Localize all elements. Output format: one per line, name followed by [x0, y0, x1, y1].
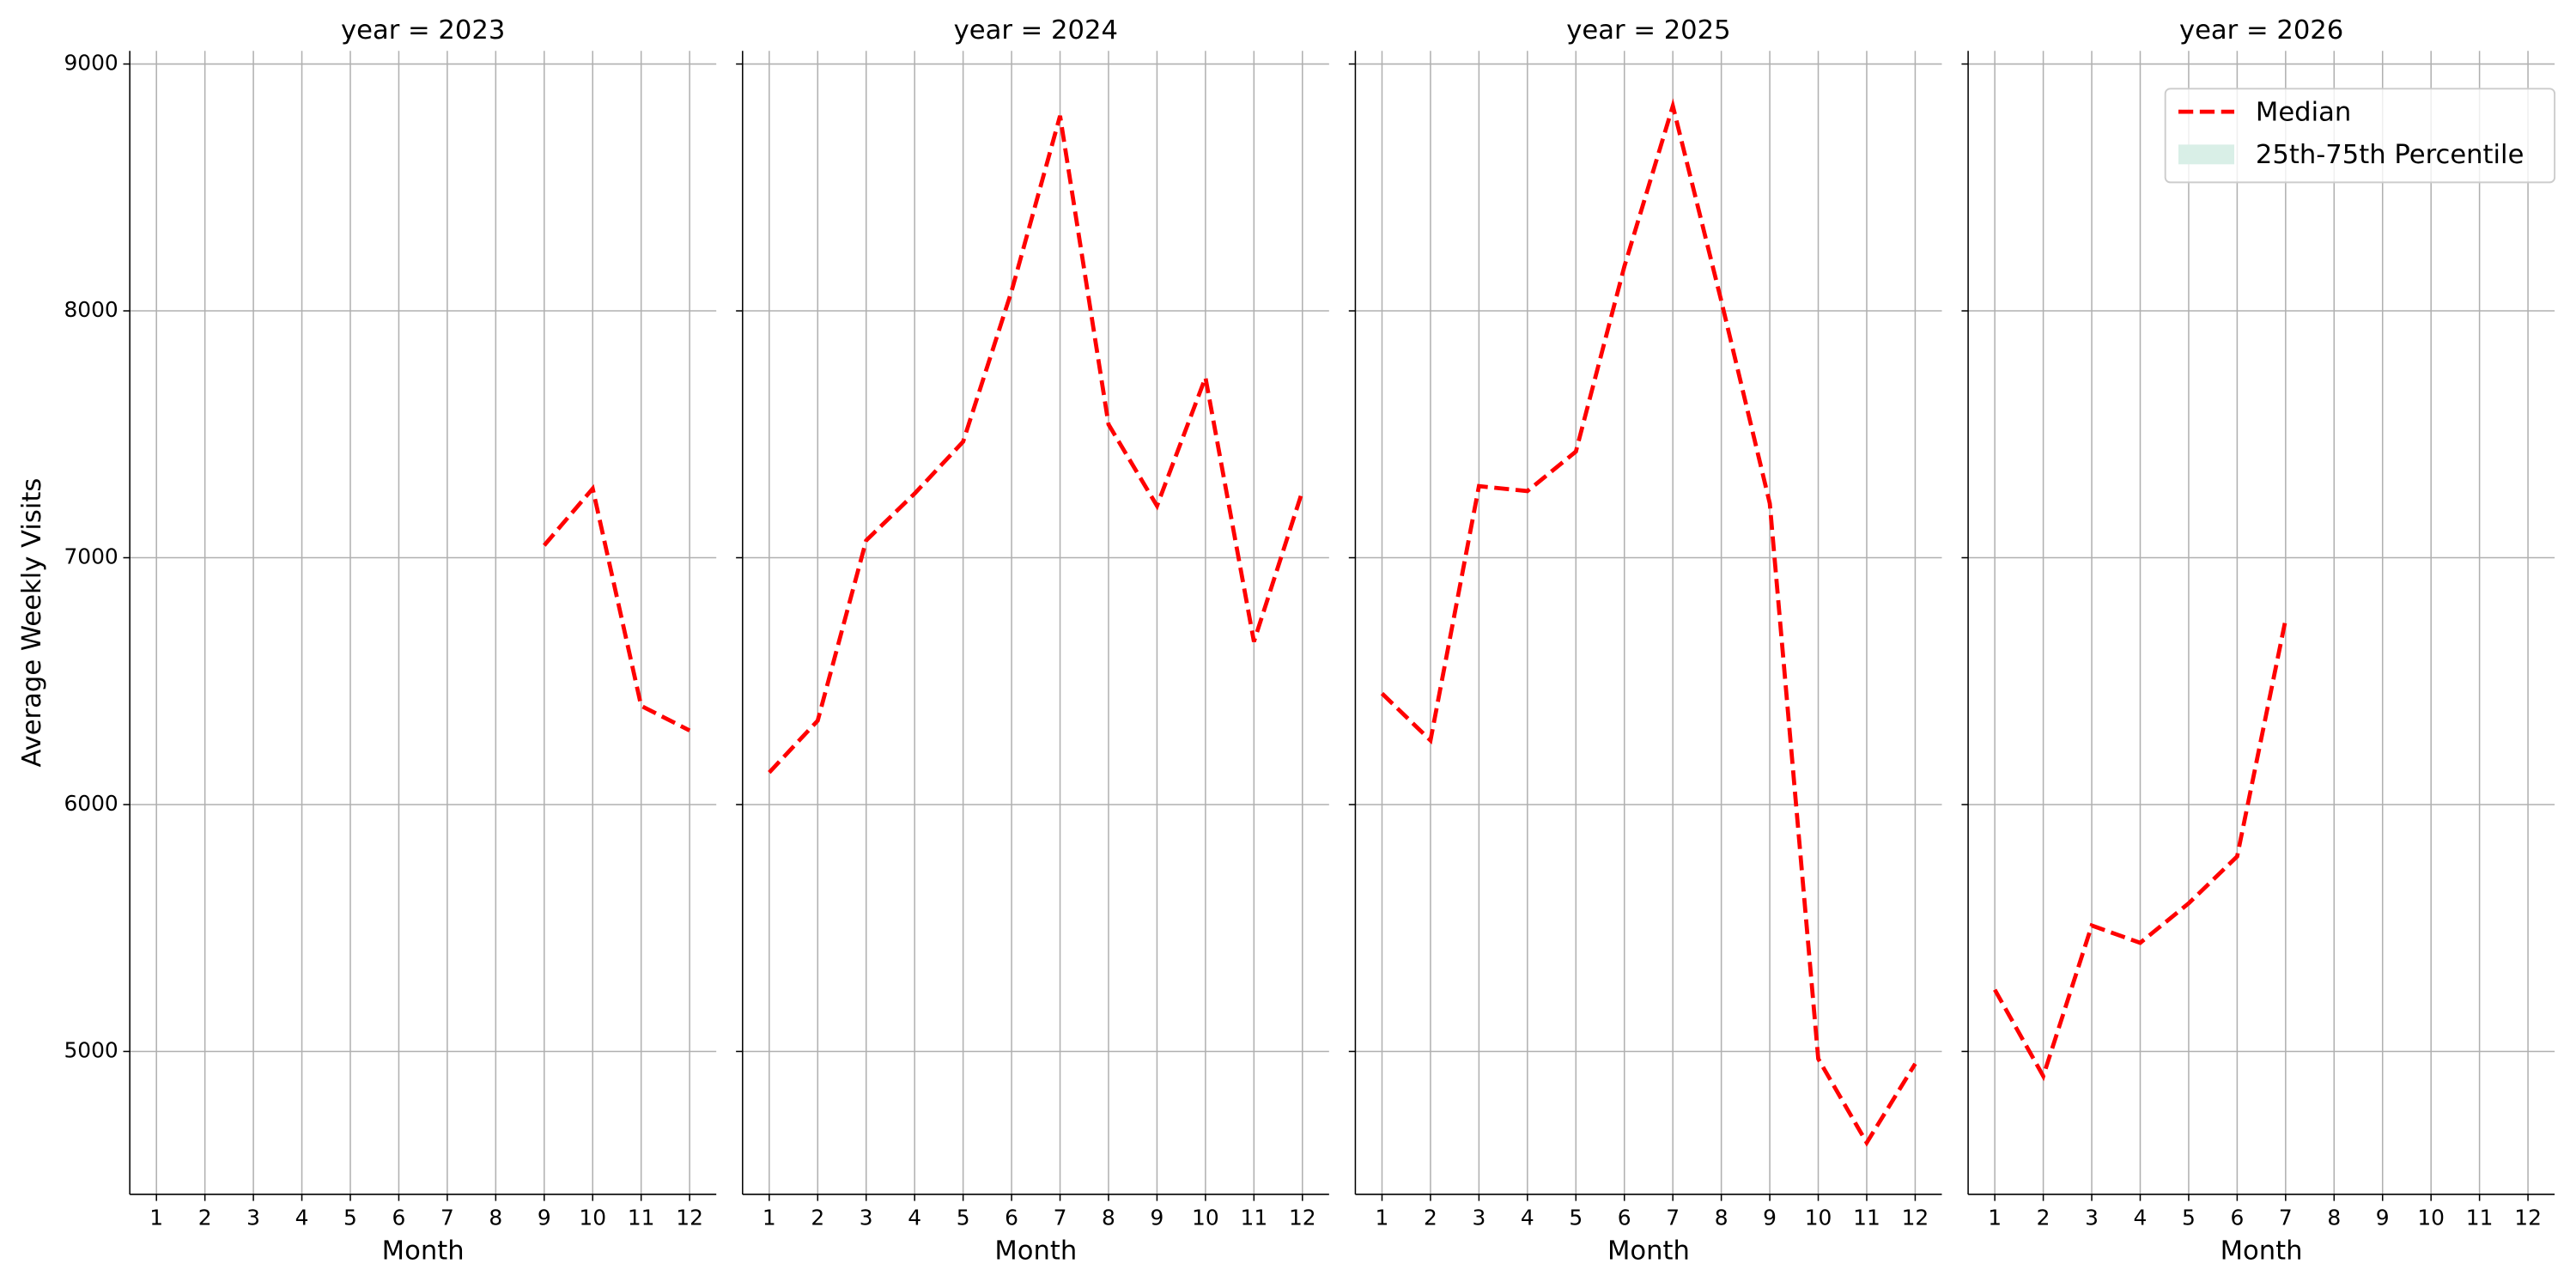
x-tick-label: 12 [1902, 1206, 1929, 1230]
x-tick-label: 10 [1192, 1206, 1219, 1230]
x-tick-label: 4 [2134, 1206, 2148, 1230]
legend-swatch [2178, 144, 2235, 165]
x-tick-label: 12 [676, 1206, 703, 1230]
x-axis-label: Month [994, 1236, 1077, 1266]
x-tick-label: 5 [2182, 1206, 2196, 1230]
x-tick-label: 6 [2230, 1206, 2244, 1230]
panel-title: year = 2024 [954, 15, 1118, 46]
x-tick-label: 8 [489, 1206, 502, 1230]
y-tick-label: 9000 [64, 51, 118, 76]
x-tick-label: 4 [908, 1206, 921, 1230]
legend-box [2164, 88, 2556, 184]
x-tick-label: 12 [1289, 1206, 1316, 1230]
x-tick-label: 7 [1054, 1206, 1067, 1230]
x-axis-label: Month [1607, 1236, 1690, 1266]
x-tick-label: 8 [1715, 1206, 1728, 1230]
x-tick-label: 6 [392, 1206, 406, 1230]
y-tick-label: 5000 [64, 1037, 118, 1062]
median-line [1993, 618, 2288, 1082]
x-tick-label: 12 [2514, 1206, 2542, 1230]
x-tick-label: 2 [1424, 1206, 1437, 1230]
x-tick-label: 9 [1151, 1206, 1164, 1230]
median-line [1380, 98, 1917, 1147]
x-tick-label: 4 [1521, 1206, 1534, 1230]
x-tick-label: 7 [2279, 1206, 2293, 1230]
x-tick-label: 6 [1618, 1206, 1631, 1230]
x-tick-label: 11 [1241, 1206, 1268, 1230]
x-tick-label: 10 [1805, 1206, 1832, 1230]
x-tick-label: 9 [1763, 1206, 1777, 1230]
x-tick-label: 9 [2376, 1206, 2390, 1230]
x-tick-label: 8 [1102, 1206, 1115, 1230]
x-tick-label: 1 [1988, 1206, 2002, 1230]
median-line [542, 483, 691, 732]
x-tick-label: 2 [2037, 1206, 2050, 1230]
y-tick-label: 8000 [64, 297, 118, 322]
x-tick-label: 1 [762, 1206, 776, 1230]
x-tick-label: 5 [343, 1206, 357, 1230]
x-tick-label: 2 [811, 1206, 824, 1230]
median-line [768, 115, 1305, 775]
x-tick-label: 4 [295, 1206, 309, 1230]
x-tick-label: 9 [538, 1206, 551, 1230]
legend-label: Median [2256, 98, 2351, 128]
panel-title: year = 2025 [1566, 15, 1730, 46]
x-axis-label: Month [2221, 1236, 2303, 1266]
x-tick-label: 10 [2417, 1206, 2445, 1230]
x-tick-label: 2 [198, 1206, 212, 1230]
x-tick-label: 3 [2085, 1206, 2099, 1230]
x-tick-label: 3 [860, 1206, 873, 1230]
x-tick-label: 3 [1472, 1206, 1485, 1230]
y-tick-label: 7000 [64, 544, 118, 569]
x-tick-label: 3 [246, 1206, 260, 1230]
x-tick-label: 11 [628, 1206, 655, 1230]
x-tick-label: 5 [957, 1206, 970, 1230]
x-tick-label: 1 [1376, 1206, 1389, 1230]
panel-title: year = 2026 [2179, 15, 2343, 46]
x-tick-label: 7 [1666, 1206, 1680, 1230]
y-tick-label: 6000 [64, 791, 118, 816]
x-tick-label: 10 [579, 1206, 606, 1230]
x-tick-label: 1 [149, 1206, 163, 1230]
y-axis-label: Average Weekly Visits [17, 478, 47, 768]
x-tick-label: 7 [440, 1206, 454, 1230]
x-axis-label: Month [382, 1236, 465, 1266]
x-tick-label: 5 [1569, 1206, 1583, 1230]
x-tick-label: 11 [2466, 1206, 2494, 1230]
x-tick-label: 8 [2327, 1206, 2341, 1230]
x-tick-label: 11 [1853, 1206, 1880, 1230]
panel-title: year = 2023 [341, 15, 505, 46]
x-tick-label: 6 [1005, 1206, 1018, 1230]
legend-label: 25th-75th Percentile [2256, 140, 2524, 170]
